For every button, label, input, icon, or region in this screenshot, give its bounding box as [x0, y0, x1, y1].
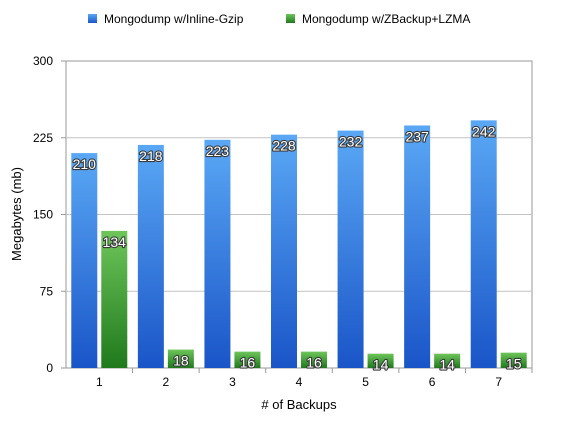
bar-series-1 [271, 134, 297, 368]
bar-series-1 [337, 130, 364, 368]
bars [71, 120, 527, 368]
bar-series-2 [434, 353, 461, 368]
x-tick-label: 3 [229, 375, 236, 389]
data-label-series-1: 223 [206, 143, 230, 159]
data-label-series-2: 15 [506, 356, 522, 372]
data-label-series-1: 242 [472, 123, 496, 139]
x-axis-ticks: 1 2 3 4 5 6 7 [96, 368, 533, 389]
data-label-series-1: 218 [139, 148, 163, 164]
data-label-series-1: 237 [405, 128, 429, 144]
bar-series-1 [404, 125, 431, 368]
y-axis-ticks: 0 75 150 225 300 [33, 54, 66, 375]
bar-series-2 [301, 351, 327, 368]
data-label-series-1: 210 [73, 156, 97, 172]
x-tick-label: 5 [362, 375, 369, 389]
y-tick-label: 75 [40, 284, 54, 298]
bar-series-1 [470, 120, 497, 368]
y-tick-label: 0 [46, 361, 53, 375]
data-label-series-1: 232 [339, 134, 363, 150]
x-tick-label: 4 [296, 375, 303, 389]
bar-series-2 [167, 349, 194, 368]
bar-series-1 [71, 153, 98, 368]
x-tick-label: 1 [96, 375, 103, 389]
legend-label-gzip: Mongodump w/Inline-Gzip [104, 12, 244, 26]
bar-series-1 [204, 139, 231, 368]
y-tick-label: 225 [33, 131, 53, 145]
data-labels: 210 134 218 18 223 16 228 16 232 14 237 14 242 15 [72, 122, 523, 374]
data-label-series-2: 18 [173, 353, 189, 369]
legend-swatch-gzip [88, 14, 97, 23]
legend-swatch-lzma [286, 14, 295, 23]
bar-series-2 [234, 351, 261, 368]
data-label-series-2: 16 [306, 355, 322, 371]
x-tick-label: 2 [163, 375, 170, 389]
bar-series-2 [500, 352, 527, 368]
y-tick-label: 150 [33, 208, 53, 222]
x-tick-label: 6 [429, 375, 436, 389]
data-label-series-2: 14 [373, 357, 389, 373]
x-axis-title: # of Backups [261, 397, 337, 412]
y-tick-label: 300 [33, 54, 53, 68]
data-label-series-1: 228 [272, 138, 296, 154]
y-axis-title: Megabytes (mb) [9, 167, 24, 261]
x-tick-label: 7 [495, 375, 502, 389]
bar-series-1 [137, 144, 164, 368]
bar-series-2 [101, 230, 128, 368]
bar-series-2 [367, 353, 394, 368]
data-label-series-2: 16 [240, 355, 256, 371]
legend: Mongodump w/Inline-Gzip Mongodump w/ZBac… [88, 12, 470, 26]
data-label-series-2: 14 [439, 357, 455, 373]
data-label-series-2: 134 [103, 234, 127, 250]
legend-label-lzma: Mongodump w/ZBackup+LZMA [302, 12, 470, 26]
